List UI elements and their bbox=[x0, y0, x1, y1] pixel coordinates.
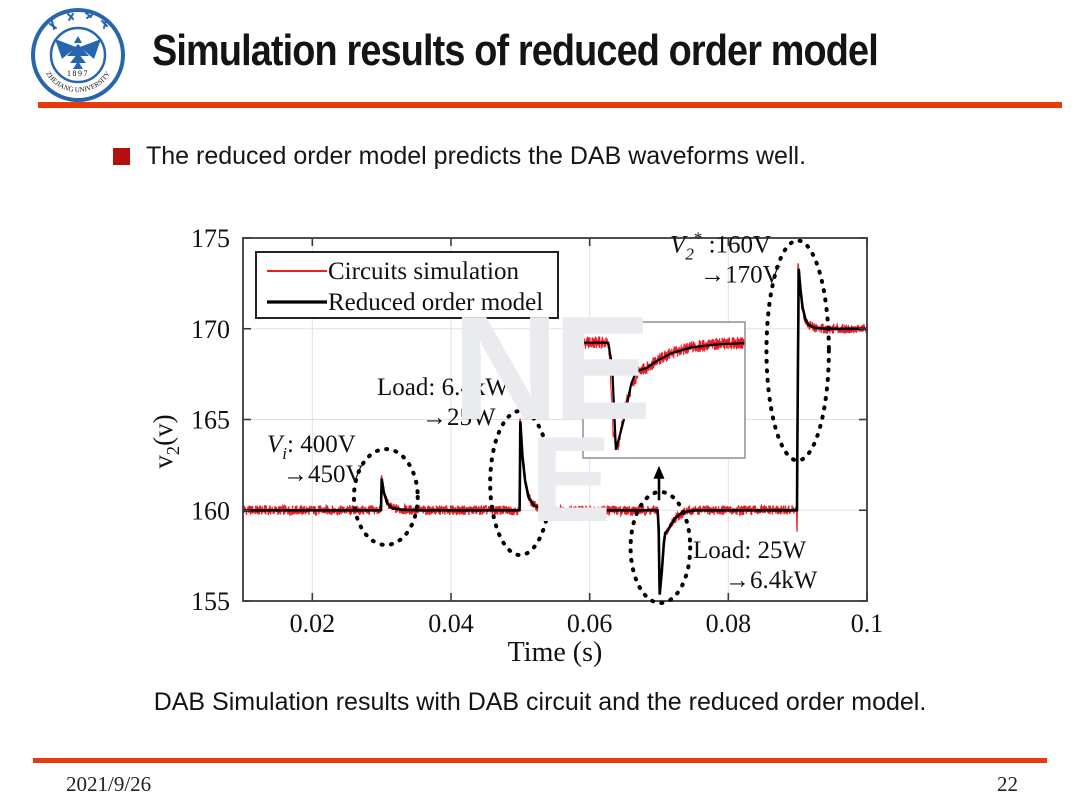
chart-annotations: Vi: 400V→450V Load: 6.4kW →25W V2* :160V→17… bbox=[267, 229, 818, 594]
svg-text:V2* :160V: V2* :160V bbox=[670, 229, 771, 264]
svg-text:→170V: →170V bbox=[700, 262, 781, 289]
logo-year: 1897 bbox=[67, 69, 89, 78]
svg-text:→6.4kW: →6.4kW bbox=[725, 567, 818, 594]
page-number: 22 bbox=[997, 772, 1018, 796]
svg-text:0.02: 0.02 bbox=[290, 609, 336, 638]
inset-plot bbox=[582, 321, 746, 459]
footer-line bbox=[33, 758, 1047, 763]
x-axis-label: Time (s) bbox=[508, 637, 603, 668]
inset-arrow-icon bbox=[653, 465, 665, 501]
series-reduced-order-model bbox=[243, 268, 867, 595]
bullet-text: The reduced order model predicts the DAB… bbox=[146, 142, 807, 170]
svg-text:0.06: 0.06 bbox=[567, 609, 613, 638]
svg-text:0.08: 0.08 bbox=[706, 609, 752, 638]
chart-area: 0.02 0.04 0.06 0.08 0.1 155 160 165 170 175 Time (… bbox=[0, 200, 1080, 680]
svg-text:0.1: 0.1 bbox=[851, 609, 884, 638]
chart: 0.02 0.04 0.06 0.08 0.1 155 160 165 170 175 Time (… bbox=[148, 224, 883, 668]
bullet-row: The reduced order model predicts the DAB… bbox=[113, 142, 806, 171]
svg-text:Load: 25W: Load: 25W bbox=[693, 537, 807, 564]
legend: Circuits simulation Reduced order model bbox=[255, 251, 559, 319]
series-reduced-order-model bbox=[583, 341, 745, 451]
logo-bird-icon bbox=[55, 36, 101, 69]
university-logo: 1897 ZHEJIANG UNIVERSITY bbox=[31, 8, 125, 102]
svg-text:155: 155 bbox=[191, 587, 230, 616]
svg-text:Load: 6.4kW: Load: 6.4kW bbox=[377, 374, 509, 401]
tick-labels: 0.02 0.04 0.06 0.08 0.1 155 160 165 170 175 bbox=[191, 224, 883, 638]
svg-text:→450V: →450V bbox=[283, 461, 364, 488]
highlight-ellipses bbox=[351, 238, 831, 605]
tick-marks bbox=[243, 237, 868, 602]
svg-text:Vi: 400V: Vi: 400V bbox=[267, 431, 356, 463]
logo-calligraphy-marks bbox=[49, 12, 108, 30]
svg-text:175: 175 bbox=[191, 224, 230, 253]
series-group bbox=[242, 263, 868, 595]
svg-text:165: 165 bbox=[191, 406, 230, 435]
svg-text:Circuits simulation: Circuits simulation bbox=[328, 258, 519, 285]
svg-text:Reduced order model: Reduced order model bbox=[328, 289, 543, 316]
svg-text:170: 170 bbox=[191, 315, 230, 344]
y-axis-label: v2(v) bbox=[148, 414, 183, 468]
svg-text:→25W: →25W bbox=[422, 404, 496, 431]
figure-caption: DAB Simulation results with DAB circuit … bbox=[153, 688, 927, 716]
svg-text:0.04: 0.04 bbox=[428, 609, 474, 638]
series-circuits-simulation bbox=[583, 335, 745, 450]
svg-text:160: 160 bbox=[191, 496, 230, 525]
page-title: Simulation results of reduced order mode… bbox=[152, 26, 879, 75]
title-underline bbox=[38, 102, 1062, 108]
footer-date: 2021/9/26 bbox=[66, 772, 152, 796]
bullet-marker-icon bbox=[113, 148, 130, 165]
